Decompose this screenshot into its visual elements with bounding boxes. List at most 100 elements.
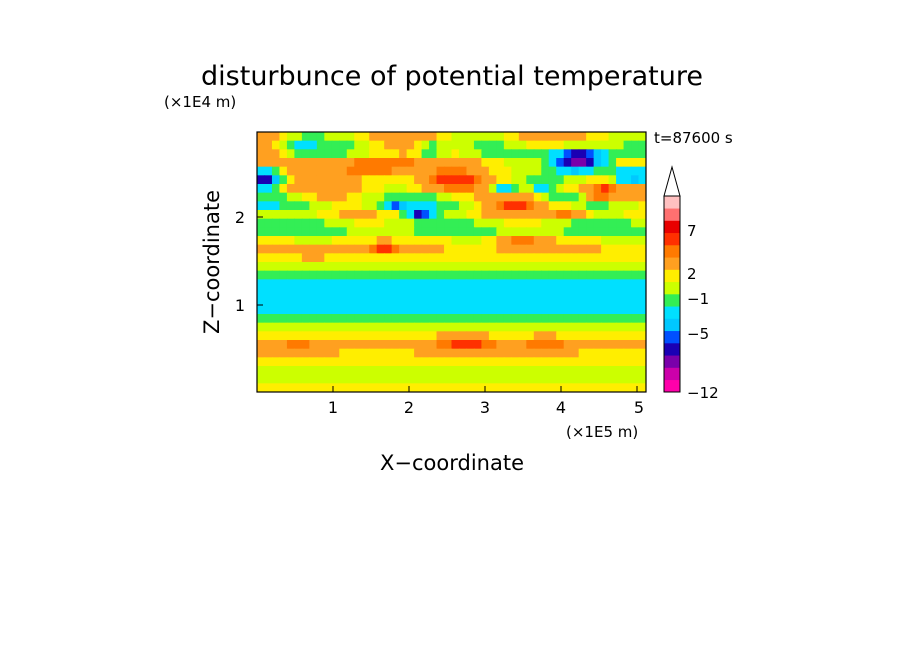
- contour-cell: [503, 132, 512, 142]
- contour-cell: [429, 322, 438, 332]
- contour-cell: [399, 192, 408, 202]
- contour-cell: [316, 158, 325, 168]
- contour-cell: [593, 305, 602, 315]
- contour-cell: [257, 236, 266, 246]
- contour-cell: [458, 149, 468, 159]
- contour-cell: [608, 236, 617, 246]
- contour-cell: [257, 244, 266, 254]
- contour-cell: [421, 140, 430, 150]
- contour-cell: [444, 140, 453, 150]
- contour-cell: [496, 383, 505, 392]
- contour-cell: [488, 305, 497, 315]
- contour-cell: [331, 314, 340, 324]
- contour-cell: [601, 244, 610, 254]
- contour-cell: [481, 348, 490, 358]
- contour-cell: [601, 348, 610, 358]
- contour-cell: [316, 322, 325, 332]
- contour-cell: [316, 140, 325, 150]
- contour-cell: [309, 340, 318, 350]
- contour-cell: [481, 175, 490, 185]
- contour-cell: [601, 192, 610, 202]
- contour-cell: [451, 132, 460, 142]
- contour-cell: [526, 236, 535, 246]
- contour-cell: [414, 331, 423, 341]
- contour-cell: [548, 149, 557, 159]
- contour-cell: [638, 348, 646, 358]
- contour-cell: [571, 262, 580, 272]
- contour-cell: [414, 314, 423, 324]
- contour-cell: [444, 331, 453, 341]
- contour-cell: [533, 366, 542, 376]
- contour-cell: [324, 262, 333, 272]
- contour-cell: [496, 175, 505, 185]
- contour-cell: [541, 158, 550, 168]
- contour-cell: [279, 227, 288, 237]
- contour-cell: [257, 253, 266, 263]
- contour-cell: [346, 314, 355, 324]
- contour-cell: [496, 158, 505, 168]
- contour-cell: [496, 322, 505, 332]
- contour-cell: [331, 192, 340, 202]
- contour-cell: [444, 210, 453, 220]
- contour-cell: [608, 158, 617, 168]
- contour-cell: [354, 149, 363, 159]
- contour-cell: [563, 279, 572, 289]
- contour-cell: [563, 340, 572, 350]
- contour-cell: [301, 158, 310, 168]
- contour-cell: [301, 357, 310, 367]
- contour-cell: [556, 340, 565, 350]
- contour-cell: [414, 201, 423, 211]
- contour-cell: [623, 244, 632, 254]
- contour-cell: [496, 357, 505, 367]
- contour-cell: [286, 140, 295, 150]
- contour-cell: [563, 227, 572, 237]
- contour-cell: [257, 166, 266, 176]
- contour-cell: [473, 331, 483, 341]
- contour-cell: [488, 331, 497, 341]
- contour-cell: [616, 132, 625, 142]
- contour-cell: [361, 227, 370, 237]
- contour-cell: [436, 383, 445, 392]
- contour-cell: [257, 296, 266, 306]
- contour-cell: [608, 357, 617, 367]
- contour-cell: [391, 348, 400, 358]
- contour-cell: [376, 210, 385, 220]
- contour-cell: [286, 244, 295, 254]
- contour-cell: [593, 331, 602, 341]
- contour-cell: [331, 322, 340, 332]
- contour-cell: [488, 140, 497, 150]
- contour-cell: [593, 218, 602, 228]
- contour-cell: [339, 296, 348, 306]
- contour-cell: [264, 322, 273, 332]
- contour-cell: [324, 166, 333, 176]
- contour-cell: [399, 314, 408, 324]
- contour-cell: [526, 132, 535, 142]
- contour-cell: [331, 175, 340, 185]
- contour-cell: [279, 331, 288, 341]
- contour-cell: [503, 348, 512, 358]
- contour-cell: [496, 348, 505, 358]
- contour-cell: [264, 331, 273, 341]
- contour-cell: [316, 383, 325, 392]
- contour-cell: [301, 218, 310, 228]
- contour-cell: [391, 288, 400, 298]
- contour-cell: [301, 166, 310, 176]
- contour-cell: [286, 357, 295, 367]
- contour-cell: [429, 331, 438, 341]
- contour-cell: [361, 244, 370, 254]
- contour-cell: [354, 374, 363, 384]
- contour-cell: [623, 314, 632, 324]
- contour-cell: [578, 322, 587, 332]
- contour-cell: [444, 201, 453, 211]
- contour-cell: [511, 218, 520, 228]
- contour-cell: [429, 288, 438, 298]
- contour-cell: [414, 132, 423, 142]
- contour-cell: [526, 322, 535, 332]
- contour-cell: [548, 357, 557, 367]
- contour-cell: [264, 366, 273, 376]
- contour-cell: [451, 201, 460, 211]
- contour-cell: [608, 262, 617, 272]
- contour-cell: [518, 158, 527, 168]
- contour-cell: [451, 236, 460, 246]
- contour-cell: [301, 296, 310, 306]
